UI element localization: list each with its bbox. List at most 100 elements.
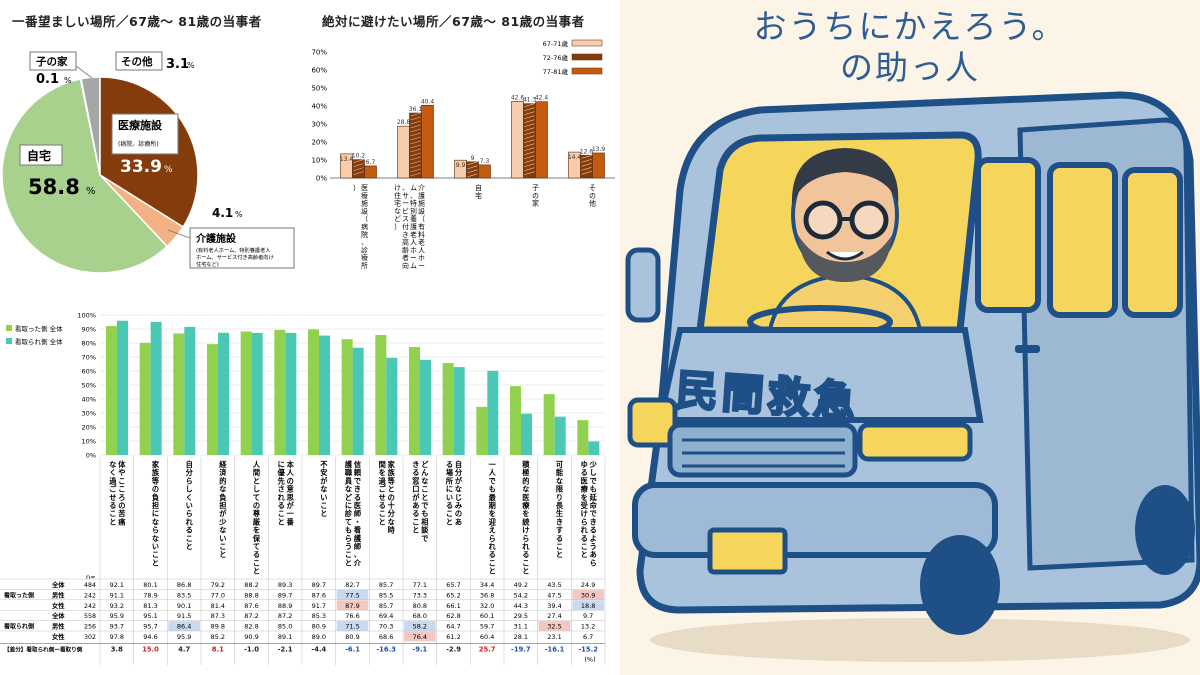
pref-category-label: 生: [556, 509, 563, 518]
pref-bar: [420, 359, 431, 455]
pref-category-label: 一: [489, 460, 497, 469]
pref-category-label: れ: [186, 517, 194, 526]
table-cell: 79.2: [211, 581, 225, 589]
avoid-bar-hatch: [524, 143, 535, 147]
table-cell: 89.7: [312, 581, 326, 589]
table-cell: 80.9: [345, 633, 359, 641]
pie-label-home-box: [19, 144, 63, 166]
pref-category-label: 族: [388, 468, 396, 477]
table-cell: 47.5: [547, 591, 561, 599]
table-cell: 83.5: [177, 591, 191, 599]
avoid-bar-hatch: [410, 132, 421, 137]
pref-category-label: 厳: [252, 517, 261, 526]
pref-category-label: い: [446, 493, 453, 502]
pref-category-label: 信: [354, 460, 361, 469]
table-cell: 43.5: [547, 581, 561, 589]
pref-category-label: こ: [186, 534, 193, 543]
wheel-rear-icon: [1135, 485, 1195, 575]
pref-bar: [184, 326, 196, 455]
table-cell: 87.9: [345, 602, 359, 610]
pref-bar: [341, 339, 353, 455]
avoid-bar-hatch: [524, 115, 535, 119]
pref-bar: [218, 332, 229, 455]
table-cell-highlight: [572, 589, 604, 600]
table-cell: 39.4: [547, 602, 561, 610]
pref-category-label: な: [152, 517, 159, 526]
table-cell: 58.2: [413, 623, 427, 631]
pref-y-tick: 100%: [77, 312, 96, 320]
avoid-bar-value: 14.4: [568, 154, 582, 161]
pref-category-label: 療: [581, 485, 589, 494]
avoid-category-label: 、: [410, 192, 417, 200]
license-plate: [707, 527, 788, 575]
pref-category-label: 迎: [489, 517, 497, 526]
avoid-category-label: 護: [410, 222, 417, 231]
pref-category-label: 場: [446, 468, 454, 477]
avoid-bar-hatch: [524, 127, 535, 131]
pref-category-label: 過: [378, 476, 387, 485]
pref-bar: [476, 406, 488, 455]
pref-category-label: な: [219, 526, 226, 535]
table-row-label: 女性: [52, 632, 65, 641]
pref-category-label: 医: [522, 493, 529, 502]
diff-cell: -16.3: [376, 645, 396, 653]
table-cell: 92.1: [110, 581, 124, 589]
pref-category-label: 安: [320, 468, 327, 477]
pref-category-label: こ: [219, 542, 226, 551]
pref-category-label: と: [278, 517, 285, 526]
pref-category-label: し: [186, 485, 193, 494]
avoid-bar-value: 13.4: [340, 156, 354, 163]
avoid-category-label: 特: [410, 199, 417, 208]
pref-category-label: と: [489, 567, 496, 576]
pref-bar: [139, 342, 151, 455]
avoid-bar-hatch: [524, 167, 535, 171]
table-group-label: 看取られ側: [4, 623, 34, 631]
pref-category-label: 自: [186, 460, 193, 469]
table-cell: 23.1: [547, 633, 561, 641]
pref-category-label: 経: [219, 460, 227, 469]
diff-cell: -1.0: [244, 645, 259, 653]
pref-category-label: を: [253, 526, 260, 535]
pref-category-label: 間: [379, 460, 386, 469]
avoid-bar-hatch: [524, 131, 535, 135]
avoid-bar-value: 36.1: [409, 106, 423, 113]
table-cell: 85.0: [278, 623, 292, 631]
table-cell: 9.7: [583, 612, 593, 620]
avoid-bar-hatch: [524, 139, 535, 143]
table-cell: 24.9: [581, 581, 595, 589]
pref-y-tick: 40%: [82, 396, 96, 404]
avoid-bar-value: 9: [471, 155, 475, 162]
pref-category-label: 痛: [117, 517, 125, 526]
table-cell: 18.8: [581, 602, 595, 610]
avoid-bar-hatch: [581, 159, 592, 163]
pref-bar: [274, 329, 286, 455]
pref-category-label: を: [581, 493, 588, 502]
pref-category-label: よ: [590, 534, 597, 543]
avoid-bar-hatch: [581, 155, 592, 159]
diff-cell: 8.1: [212, 645, 224, 653]
pref-y-tick: 0%: [86, 452, 96, 460]
headline-line-2: の助っ人: [840, 48, 980, 88]
table-cell-highlight: [404, 621, 436, 631]
avoid-category-label: 者: [402, 254, 409, 262]
table-cell: 87.2: [278, 612, 292, 620]
preference-bar-chart: 0% 10% 20% 30% 40% 50% 60% 70% 80% 90% 100% 看取った側 …: [0, 312, 606, 665]
pref-category-label: と: [345, 558, 352, 567]
avoid-bar-hatch: [467, 165, 478, 170]
avoid-bar-hatch: [410, 112, 421, 117]
avoid-bar-hatch: [524, 159, 535, 163]
pref-category-label: る: [446, 501, 453, 510]
table-cell: 89.8: [211, 623, 225, 631]
pref-category-label: ゆ: [581, 460, 588, 469]
pref-category-label: 可: [556, 460, 563, 469]
table-cell: 68.0: [413, 612, 427, 620]
front-grille: [667, 422, 858, 478]
avoid-bar-value: 7.3: [480, 158, 490, 165]
diff-cell: -4.4: [311, 645, 326, 653]
avoid-category-label: 施: [418, 199, 425, 208]
pref-category-label: り: [556, 493, 563, 502]
pref-category-label: 家: [388, 460, 396, 469]
diff-cell: -16.1: [545, 645, 565, 653]
pref-category-label: ら: [590, 558, 597, 567]
pref-category-label: ら: [186, 476, 193, 485]
